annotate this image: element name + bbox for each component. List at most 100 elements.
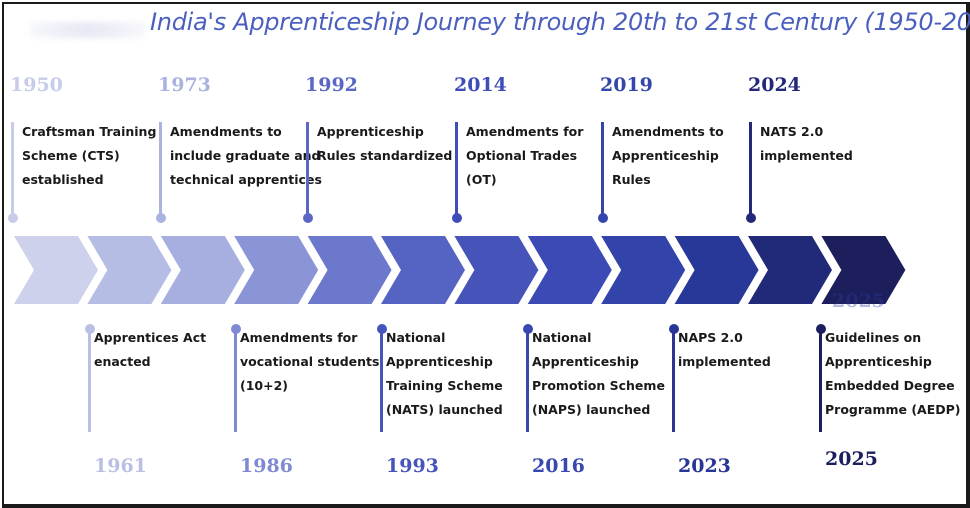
- diagram-title: India's Apprenticeship Journey through 2…: [150, 8, 970, 36]
- event-description: Guidelines on Apprenticeship Embedded Degr…: [825, 326, 961, 422]
- chevron-segment-7: [454, 236, 539, 304]
- timeline-connector: [672, 330, 675, 432]
- event-description-line: (NATS) launched: [386, 402, 503, 417]
- timeline-connector: [159, 122, 162, 218]
- event-description-line: Apprenticeship: [386, 354, 493, 369]
- event-description: National Apprenticeship Promotion Scheme (N…: [532, 326, 665, 422]
- timeline-connector: [749, 122, 752, 218]
- chevron-segment-3: [160, 236, 245, 304]
- event-description: Apprenticeship Rules standardized: [317, 120, 452, 168]
- event-description: Amendments for vocational students (10+2): [240, 326, 379, 398]
- event-description-line: Amendments to: [612, 124, 724, 139]
- event-description: NAPS 2.0 implemented: [678, 326, 771, 374]
- event-description-line: enacted: [94, 354, 151, 369]
- event-description-line: (NAPS) launched: [532, 402, 651, 417]
- chevron-segment-8: [527, 236, 612, 304]
- event-description: NATS 2.0 implemented: [760, 120, 853, 168]
- chevron-segment-6: [381, 236, 465, 304]
- event-description-line: Amendments to: [170, 124, 282, 139]
- event-description-line: established: [22, 172, 104, 187]
- event-description-line: Apprenticeship: [612, 148, 719, 163]
- event-year: 1961: [94, 455, 147, 477]
- event-year: 1950: [10, 74, 63, 96]
- timeline-marker-dot: [522, 324, 533, 334]
- timeline-marker-dot: [745, 213, 756, 223]
- chevron-segment-12: [821, 236, 906, 304]
- event-description-line: Apprenticeship: [825, 354, 932, 369]
- event-description-line: Scheme (CTS): [22, 148, 120, 163]
- chevron-segment-9: [601, 236, 686, 304]
- event-year: 2019: [600, 74, 653, 96]
- event-year: 1992: [305, 74, 358, 96]
- timeline-connector: [306, 122, 309, 218]
- event-description: Amendments to Apprenticeship Rules: [612, 120, 724, 192]
- ghost-year-label: 2025: [832, 290, 885, 312]
- event-description-line: Amendments for: [240, 330, 358, 345]
- timeline-marker-dot: [84, 324, 95, 334]
- event-description-line: implemented: [760, 148, 853, 163]
- timeline-marker-dot: [155, 213, 166, 223]
- timeline-connector: [11, 122, 14, 218]
- event-year: 2014: [454, 74, 507, 96]
- chevron-segment-11: [748, 236, 832, 304]
- event-description-line: Programme (AEDP): [825, 402, 961, 417]
- timeline-connector: [526, 330, 529, 432]
- event-description-line: Apprenticeship: [532, 354, 639, 369]
- event-year: 2023: [678, 455, 731, 477]
- timeline-connector: [455, 122, 458, 218]
- timeline-connector: [601, 122, 604, 218]
- event-description-line: (10+2): [240, 378, 288, 393]
- event-description-line: include graduate and: [170, 148, 321, 163]
- timeline-marker-dot: [376, 324, 387, 334]
- chevron-segment-4: [234, 236, 319, 304]
- event-year: 2016: [532, 455, 585, 477]
- event-year: 1993: [386, 455, 439, 477]
- event-description: Craftsman Training Scheme (CTS) establishe…: [22, 120, 156, 192]
- chevron-segment-10: [674, 236, 759, 304]
- event-year: 2025: [825, 448, 878, 470]
- event-description-line: Rules standardized: [317, 148, 453, 163]
- event-year: 1986: [240, 455, 293, 477]
- event-description-line: Apprenticeship: [317, 124, 424, 139]
- event-description: Amendments to include graduate and technic…: [170, 120, 322, 192]
- event-description: Apprentices Act enacted: [94, 326, 206, 374]
- timeline-connector: [819, 330, 822, 432]
- timeline-marker-dot: [815, 324, 826, 334]
- timeline-marker-dot: [230, 324, 241, 334]
- event-description-line: National: [532, 330, 592, 345]
- event-description-line: National: [386, 330, 446, 345]
- event-description-line: Optional Trades: [466, 148, 578, 163]
- event-description-line: Rules: [612, 172, 651, 187]
- event-description: National Apprenticeship Training Scheme (NA…: [386, 326, 503, 422]
- faded-logo-smudge: [30, 22, 145, 38]
- timeline-marker-dot: [668, 324, 679, 334]
- timeline-connector: [380, 330, 383, 432]
- event-description-line: Craftsman Training: [22, 124, 157, 139]
- event-description-line: NAPS 2.0: [678, 330, 743, 345]
- event-year: 1973: [158, 74, 211, 96]
- chevron-segment-1: [14, 236, 98, 304]
- event-description-line: implemented: [678, 354, 771, 369]
- event-description-line: vocational students: [240, 354, 380, 369]
- event-description-line: Guidelines on: [825, 330, 922, 345]
- event-description-line: Promotion Scheme: [532, 378, 665, 393]
- event-description-line: Training Scheme: [386, 378, 503, 393]
- timeline-marker-dot: [597, 213, 608, 223]
- timeline-marker-dot: [302, 213, 313, 223]
- timeline-connector: [234, 330, 237, 432]
- event-description-line: Apprentices Act: [94, 330, 207, 345]
- event-description-line: technical apprentices: [170, 172, 322, 187]
- event-year: 2024: [748, 74, 801, 96]
- timeline-marker-dot: [7, 213, 18, 223]
- timeline-marker-dot: [451, 213, 462, 223]
- event-description-line: NATS 2.0: [760, 124, 824, 139]
- chevron-segment-2: [87, 236, 172, 304]
- event-description-line: (OT): [466, 172, 497, 187]
- event-description: Amendments for Optional Trades (OT): [466, 120, 583, 192]
- chevron-segment-5: [307, 236, 392, 304]
- timeline-connector: [88, 330, 91, 432]
- event-description-line: Amendments for: [466, 124, 584, 139]
- event-description-line: Embedded Degree: [825, 378, 955, 393]
